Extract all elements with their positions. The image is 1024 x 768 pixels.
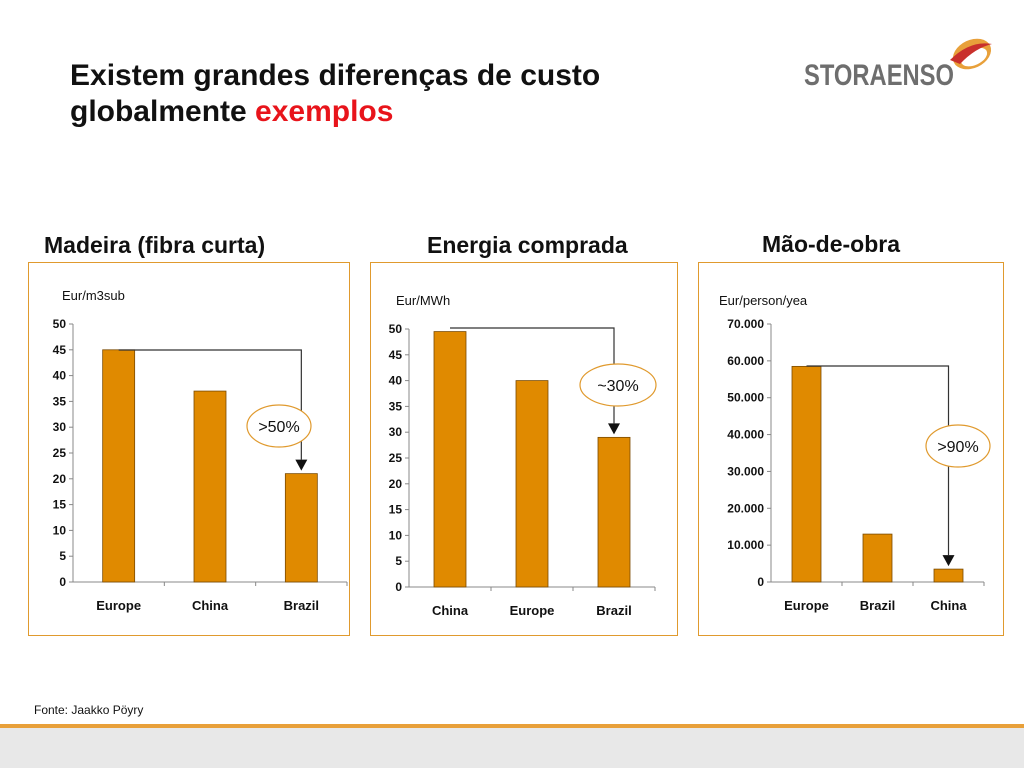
logo-text: STORAENSO [804,59,954,92]
y-tick-label: 35 [53,394,67,408]
bar-china [193,390,227,583]
annotation-label: ~30% [597,378,638,395]
y-tick-label: 10.000 [727,538,764,552]
x-category-label: Europe [510,603,555,618]
y-tick-label: 40 [389,374,403,388]
y-tick-label: 50 [53,317,67,331]
chart-panel-1: Eur/m3sub 0 5 10 15 20 25 30 35 40 45 50 Europe Chin… [28,262,350,636]
y-tick-label: 70.000 [727,317,764,331]
unit-label-3: Eur/person/yea [719,293,808,308]
y-tick-label: 25 [389,451,403,465]
chart-3-svg: 0 10.000 20.000 30.000 40.000 50.000 60.000 70.… [727,317,991,613]
x-category-label: China [432,603,469,618]
y-tick-label: 5 [395,554,402,568]
y-tick-label: 25 [53,446,67,460]
y-tick-label: 30 [53,420,67,434]
x-category-label: China [192,598,229,613]
y-tick-label: 50.000 [727,391,764,405]
bar-europe [515,380,549,588]
slide-title: Existem grandes diferenças de custo glob… [70,58,600,130]
y-tick-label: 35 [389,399,403,413]
annotation-arrowhead [608,423,620,435]
bar-brazil [597,436,631,588]
unit-label-2: Eur/MWh [396,293,451,308]
y-tick-label: 20 [53,472,67,486]
bar-europe [791,365,822,583]
annotation-label: >50% [258,419,299,436]
bar-china [433,331,467,588]
y-tick-label: 10 [389,528,403,542]
y-tick-label: 10 [53,523,67,537]
y-tick-label: 60.000 [727,354,764,368]
title-accent-text: exemplos [255,95,394,128]
y-tick-label: 15 [389,503,403,517]
annotation-connector [806,365,950,556]
y-tick-label: 0 [395,580,402,594]
x-category-label: Brazil [596,603,631,618]
y-tick-label: 0 [757,575,764,589]
y-tick-label: 0 [59,575,66,589]
y-tick-label: 20 [389,477,403,491]
y-tick-label: 45 [53,343,67,357]
y-tick-label: 50 [389,322,403,336]
bar-brazil [862,533,893,583]
annotation-label: >90% [937,439,978,456]
title-line-2: globalmente exemplos [70,94,600,130]
title-line-2-text: globalmente [70,95,247,128]
storaenso-logo: STORAENSO [800,30,1000,95]
y-tick-label: 45 [389,348,403,362]
logo-swirl-icon [950,38,992,70]
x-category-label: Europe [96,598,141,613]
chart-2-heading: Energia comprada [427,232,628,258]
x-category-label: Brazil [284,598,319,613]
footer-bar [0,728,1024,768]
chart-panel-3: Eur/person/yea 0 10.000 20.000 30.000 40.000… [698,262,1004,636]
y-tick-label: 30 [389,425,403,439]
y-tick-label: 40 [53,369,67,383]
bar-europe [102,349,136,583]
annotation-arrowhead [942,555,955,567]
chart-panel-2: Eur/MWh 0 5 10 15 20 25 30 35 40 45 50 China Europe B… [370,262,678,636]
y-tick-label: 30.000 [727,464,764,478]
bar-china [933,568,964,583]
source-note: Fonte: Jaakko Pöyry [34,703,144,717]
chart-1-svg: 0 5 10 15 20 25 30 35 40 45 50 Europe China Brazil >50… [53,317,348,613]
x-category-label: Europe [784,598,829,613]
footer-accent-line [0,724,1024,728]
annotation-bubble [246,404,312,448]
y-tick-label: 15 [53,498,67,512]
x-category-label: Brazil [860,598,895,613]
annotation-bubble [925,424,991,468]
annotation-arrowhead [295,459,308,471]
chart-2-svg: 0 5 10 15 20 25 30 35 40 45 50 China Europe Brazil ~30… [389,322,657,618]
y-tick-label: 20.000 [727,501,764,515]
title-line-1: Existem grandes diferenças de custo [70,59,601,92]
bar-brazil [284,473,318,583]
unit-label-1: Eur/m3sub [62,288,125,303]
chart-3-heading: Mão-de-obra [762,231,900,257]
x-category-label: China [930,598,967,613]
chart-1-heading: Madeira (fibra curta) [44,232,266,258]
annotation-bubble [579,363,657,407]
y-tick-label: 40.000 [727,428,764,442]
y-tick-label: 5 [59,549,66,563]
